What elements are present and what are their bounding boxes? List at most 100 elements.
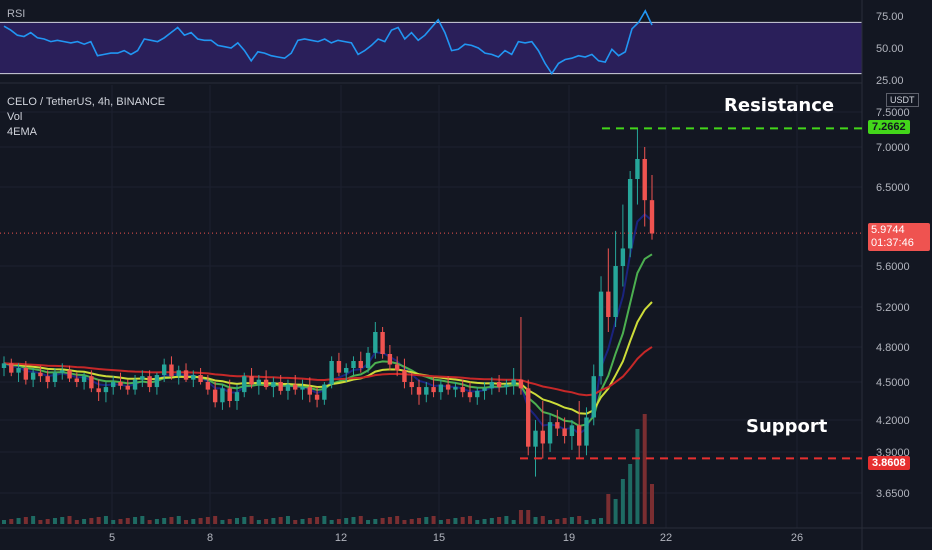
candle-body [438,384,444,393]
volume-bar [424,517,429,524]
volume-bar [497,517,502,524]
volume-bar [9,519,14,524]
candle-body [526,388,531,447]
candle-body [118,382,123,386]
volume-bars [2,414,654,524]
candle-body [613,266,618,317]
candle-body [212,389,218,403]
volume-bar [162,518,167,524]
volume-bar [351,517,356,524]
volume-bar [467,516,472,524]
time-tick-label: 15 [433,532,445,544]
price-axis[interactable]: 7.5000 7.0000 6.5000 5.6000 5.2000 4.8000 4.50… [876,107,910,500]
candle-body [482,388,487,391]
volume-bar [256,520,261,524]
candle-body [620,248,626,266]
candle-body [562,428,567,436]
volume-bar [52,518,57,524]
volume-bar [154,519,159,524]
candle-countdown: 01:37:46 [871,237,914,249]
candle-body [154,375,160,388]
candles [1,128,655,477]
currency-unit-badge[interactable]: USDT [886,93,919,107]
volume-bar [293,520,298,524]
candle-body [300,387,305,390]
volume-bar [650,484,654,524]
volume-bar [358,516,363,524]
volume-bar [198,518,203,524]
volume-bar [133,517,138,524]
volume-bar [409,519,414,524]
volume-bar [300,519,305,524]
candle-body [67,370,72,379]
volume-bar [446,519,451,524]
rsi-line [3,9,653,76]
candle-body [147,376,152,388]
volume-bar [460,517,465,524]
ema-lines [3,213,653,436]
volume-bar [31,516,36,524]
candle-body [365,352,371,368]
candle-body [293,384,298,390]
ema-line [3,346,653,397]
volume-bar [213,516,218,524]
volume-bar [89,518,94,524]
candle-body [584,417,589,446]
candle-body [344,368,349,373]
candle-body [496,382,502,388]
time-axis[interactable]: 5 8 12 15 19 22 26 [109,532,803,544]
volume-bar [387,517,392,524]
support-annotation: Support [746,416,828,437]
candle-body [351,361,356,368]
candle-body [394,364,400,371]
candle-body [9,363,14,373]
volume-bar [329,520,334,524]
candle-body [242,376,247,393]
candle-body [125,385,130,390]
candle-body [416,387,422,395]
rsi-label: RSI [7,8,26,20]
candle-body [285,384,291,391]
rsi-tick-label: 75.00 [876,11,904,23]
volume-bar [169,517,174,524]
candle-body [38,372,43,377]
volume-bar [184,520,189,524]
candle-body [642,159,647,201]
candle-body [74,378,80,382]
volume-bar [482,519,487,524]
current-price-label: 5.9744 01:37:46 [868,223,930,251]
candle-body [373,332,378,353]
candle-body [176,370,181,377]
candle-body [191,375,196,380]
level-lines [0,127,862,460]
vol-indicator-label[interactable]: Vol [7,111,23,123]
time-tick-label: 12 [335,532,347,544]
candle-body [409,382,414,388]
candle-body [140,376,145,380]
candle-body [60,370,65,373]
candle-body [183,370,189,380]
volume-bar [518,510,523,524]
volume-bar [548,520,553,524]
candle-body [103,387,109,393]
volume-bar [504,516,509,524]
candle-body [402,370,407,382]
candle-body [387,354,393,365]
time-tick-label: 22 [660,532,672,544]
candle-body [205,382,211,390]
volume-bar [366,520,371,524]
ema-indicator-label[interactable]: 4EMA [7,126,37,138]
candle-body [569,425,575,436]
candle-body [649,200,655,234]
volume-bar [234,518,239,524]
price-tick-label: 6.5000 [876,182,910,194]
candle-body [81,376,87,382]
symbol-title[interactable]: CELO / TetherUS, 4h, BINANCE [7,96,166,108]
volume-bar [620,479,625,524]
candle-body [380,332,385,354]
candle-body [336,361,342,373]
price-tick-label: 5.2000 [876,302,910,314]
volume-bar [533,517,538,524]
candle-body [132,379,138,390]
